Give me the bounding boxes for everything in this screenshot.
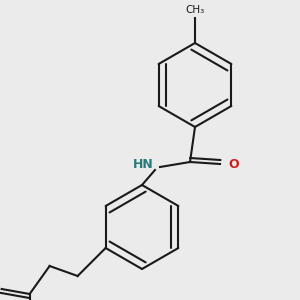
Text: O: O bbox=[228, 158, 238, 170]
Text: HN: HN bbox=[133, 158, 154, 172]
Text: CH₃: CH₃ bbox=[185, 5, 205, 15]
